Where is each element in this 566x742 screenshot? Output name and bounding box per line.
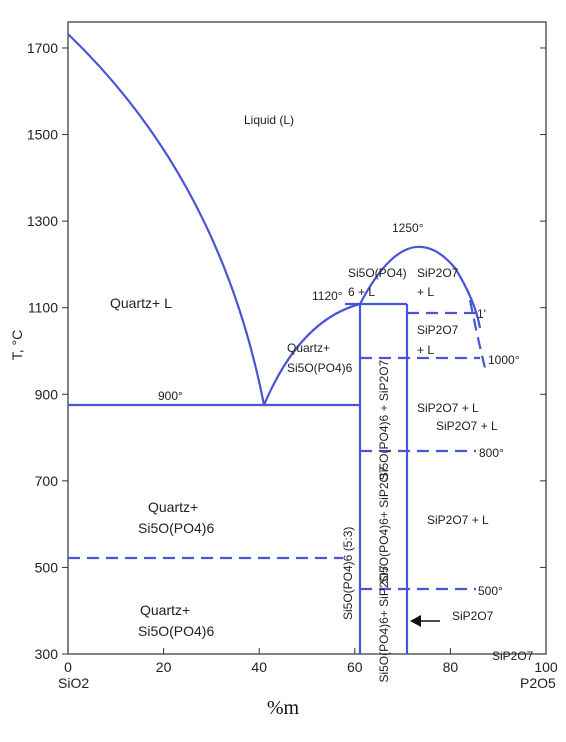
dash-right-curve — [468, 299, 488, 373]
region-quartz-l: Quartz+ L — [110, 295, 172, 311]
y-tick-label-1700: 1700 — [27, 40, 58, 56]
label-1000: 1000° — [488, 353, 520, 367]
y-tick-label-500: 500 — [35, 559, 59, 575]
region-sip2o7-l-mid-a: SiP2O7 — [417, 323, 459, 337]
region-v-low: Si5O(PO4)6+ SiP2O7 — [377, 565, 391, 682]
region-sip2o7-l-top-a: SiP2O7 — [417, 266, 459, 280]
y-tick-label-1100: 1100 — [28, 300, 58, 316]
region-sip2o7-340: SiP2O7 — [492, 649, 534, 663]
y-tick-label-700: 700 — [35, 473, 59, 489]
y-tick-label-300: 300 — [35, 646, 59, 662]
x-tick-label-60: 60 — [347, 659, 363, 675]
y-tick-label-1500: 1500 — [27, 127, 58, 143]
x-tick-label-20: 20 — [156, 659, 172, 675]
liquidus-sip2o7 — [359, 245, 482, 329]
label-900: 900° — [158, 389, 183, 403]
region-sipo-l-b: 6 + L — [348, 285, 375, 299]
y-tick-label-900: 900 — [35, 386, 59, 402]
arrow — [410, 615, 440, 627]
region-sip2o7-l-700: SiP2O7 + L — [427, 513, 489, 527]
region-liquid: Liquid (L) — [244, 113, 294, 127]
region-v-upper-text: Si5O(PO4)6 + SiP2O7 — [377, 359, 391, 480]
region-sip2o7-l-mid-b: + L — [417, 343, 434, 357]
label-500: 500° — [478, 584, 503, 598]
region-quartz-sipo-upper-a: Quartz+ — [287, 341, 330, 355]
region-v-mid: Si5O(PO4)6+ SiP2O7 — [377, 466, 391, 583]
plot-frame — [67, 21, 547, 655]
liquidus-quartz — [67, 33, 266, 406]
region-quartz-sipo-upper-b: Si5O(PO4)6 — [287, 361, 353, 375]
region-quartz-sipo-low-b: Si5O(PO4)6 — [138, 623, 214, 639]
region-quartz-sipo-mid-b: Si5O(PO4)6 — [138, 520, 214, 536]
x-axis-title: %m — [267, 697, 300, 719]
phase-boundaries — [67, 33, 482, 654]
label-1prime: 1' — [477, 307, 486, 321]
region-quartz-sipo-mid-a: Quartz+ — [148, 499, 198, 515]
region-sip2o7-l-top-b: + L — [417, 285, 434, 299]
tick-group: 300 500 700 900 1100 1300 1500 1700 0 20 40 60 80 100 — [27, 40, 558, 675]
x-tick-label-80: 80 — [443, 659, 459, 675]
x-axis-end-right: P2O5 — [520, 675, 556, 691]
region-compound-label: Si5O(PO4)6 (5:3) — [341, 527, 355, 620]
label-1120: 1120° — [312, 289, 343, 303]
x-tick-label-40: 40 — [251, 659, 267, 675]
x-tick-label-0: 0 — [64, 659, 72, 675]
region-sipo-l-a: Si5O(PO4) — [348, 266, 407, 280]
x-tick-label-100: 100 — [534, 659, 558, 675]
label-800: 800° — [479, 446, 504, 460]
y-tick-label-1300: 1300 — [27, 213, 58, 229]
region-quartz-sipo-low-a: Quartz+ — [140, 602, 190, 618]
liquidus-compound — [262, 302, 361, 406]
region-v-upper: Si5O(PO4)6 + SiP2O7 — [377, 359, 391, 480]
label-1250: 1250° — [392, 221, 424, 235]
region-sip2o7-l-900a: SiP2O7 + L — [417, 401, 479, 415]
y-axis-title: T, °C — [9, 330, 25, 361]
region-sip2o7-l-900b: SiP2O7 + L — [436, 419, 498, 433]
dashed-boundaries — [68, 299, 488, 591]
region-sip2o7-450: SiP2O7 — [452, 609, 494, 623]
x-axis-end-left: SiO2 — [58, 675, 89, 691]
